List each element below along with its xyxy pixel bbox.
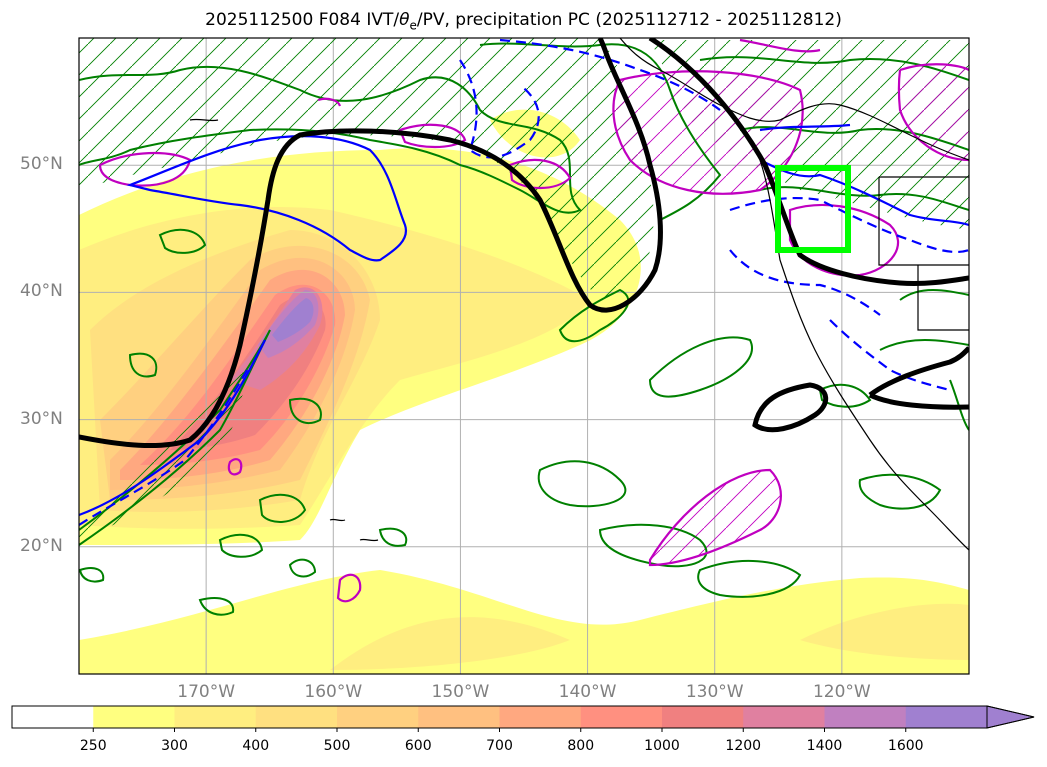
colorbar-segment: [580, 706, 663, 728]
colorbar-segment: [93, 706, 175, 728]
highlight-box: [775, 165, 851, 253]
lon-tick-label: 170°W: [177, 682, 236, 702]
colorbar: [11, 705, 1035, 732]
map-frame: [78, 37, 970, 675]
colorbar-segment: [905, 706, 988, 728]
ivt-300: [330, 617, 570, 670]
precip-hatch-magenta: [613, 64, 969, 565]
lon-tick-label: 130°W: [685, 682, 744, 702]
colorbar-tick-label: 600: [404, 738, 432, 754]
colorbar-segment: [418, 706, 500, 728]
theta-e-contours-dashed: [79, 38, 969, 526]
ivt-1600: [272, 298, 314, 342]
lat-tick-label: 50°N: [20, 154, 63, 175]
map-title: 2025112500 F084 IVT/θe/PV, precipitation…: [205, 10, 842, 33]
lon-tick-label: 120°W: [812, 682, 871, 702]
lon-tick-label: 150°W: [431, 682, 490, 702]
colorbar-tick-label: 300: [161, 738, 188, 754]
colorbar-tick-label: 250: [79, 738, 107, 754]
colorbar-segment: [174, 706, 257, 728]
colorbar-segment: [662, 706, 744, 728]
colorbar-segment: [12, 706, 94, 728]
lat-tick-label: 40°N: [20, 281, 63, 302]
colorbar-extend-arrow: [986, 705, 1035, 729]
colorbar-segment: [743, 706, 825, 728]
colorbar-tick-label: 400: [242, 738, 270, 754]
lat-tick-label: 30°N: [20, 408, 63, 429]
colorbar-tick-label: 1600: [887, 738, 924, 754]
lon-tick-label: 160°W: [304, 682, 363, 702]
colorbar-tick-label: 1200: [725, 738, 762, 754]
colorbar-tick-label: 1400: [806, 738, 843, 754]
lon-tick-label: 140°W: [558, 682, 617, 702]
colorbar-tick-label: 700: [486, 738, 513, 754]
colorbar-segment: [337, 706, 419, 728]
colorbar-segment: [499, 706, 582, 728]
colorbar-tick-label: 500: [323, 738, 351, 754]
colorbar-outline: [11, 705, 1035, 729]
colorbar-tick-label: 1000: [644, 738, 680, 754]
colorbar-tick-label: 800: [567, 738, 595, 754]
colorbar-segment: [255, 706, 338, 728]
colorbar-segment: [824, 706, 907, 728]
lat-tick-label: 20°N: [20, 535, 63, 556]
